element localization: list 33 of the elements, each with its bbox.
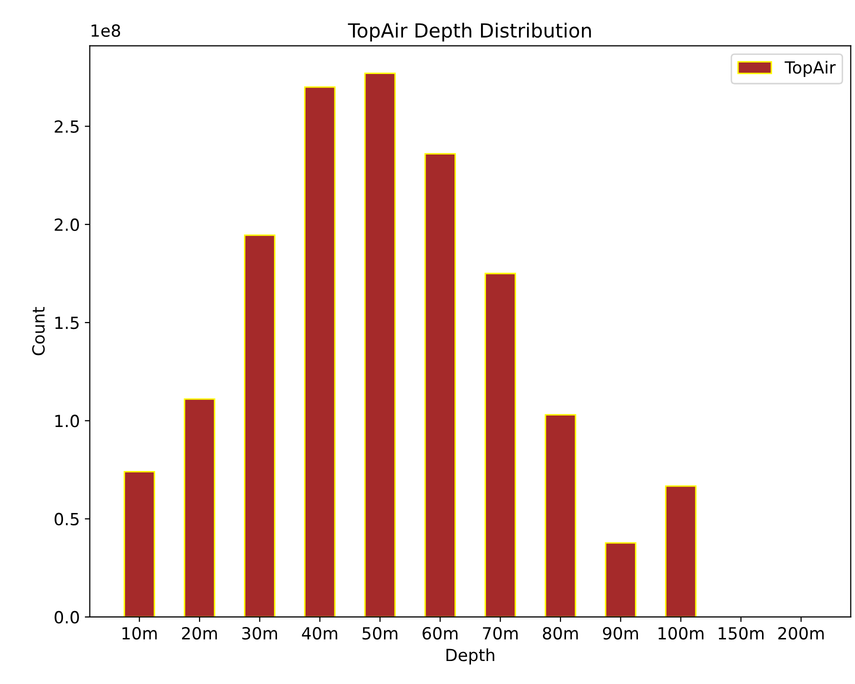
x-tick-label: 10m [122,626,157,640]
bar [544,414,576,617]
y-tick-label: 0.5 [54,512,79,526]
x-tick-label: 70m [482,626,518,640]
y-tick-label: 2.5 [54,120,79,133]
x-tick-label: 40m [302,626,338,640]
x-axis-title: Depth [446,648,494,665]
y-tick-label: 0.0 [54,610,79,624]
bar [604,542,636,617]
bar [665,485,697,617]
text: 1e8 [92,24,120,37]
y-tick-label: 1.5 [55,316,79,330]
x-tick-label: 60m [422,626,458,640]
x-tick-label: 80m [542,626,578,640]
legend-label: TopAir [784,60,836,77]
chart-title: TopAir Depth Distribution [348,22,591,42]
bar [424,153,456,617]
x-tick-label: 20m [182,626,217,640]
x-tick-label: 50m [362,626,398,640]
y-tick-label: 1.0 [55,414,79,428]
x-tick-label: 100m [658,626,704,640]
y-tick-label: 2.0 [54,218,79,231]
bar [244,234,276,617]
bar [484,272,516,617]
x-tick-label: 90m [602,626,638,640]
bar [364,72,396,617]
y-axis-title: Count [32,307,45,356]
bar [184,398,216,617]
x-tick-label: 30m [242,626,278,640]
bar [124,471,156,617]
x-tick-label: 200m [778,626,824,640]
bar [304,86,336,617]
x-tick-label: 150m [718,626,764,640]
